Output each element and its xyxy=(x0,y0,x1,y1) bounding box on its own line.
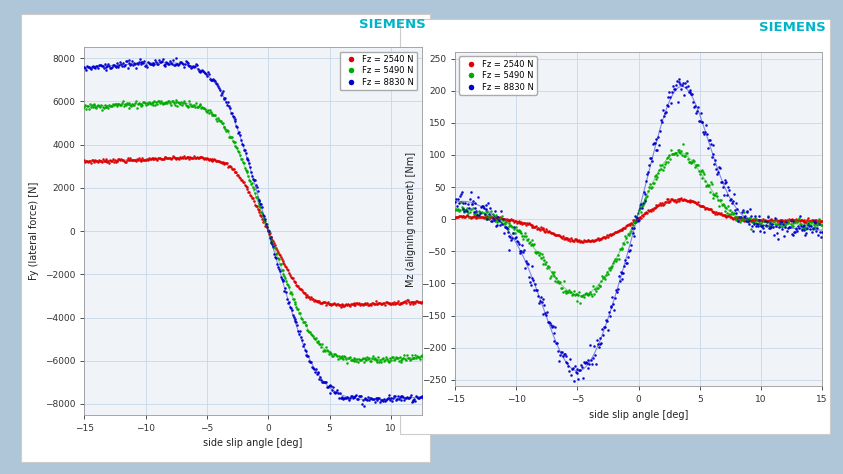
X-axis label: side slip angle [deg]: side slip angle [deg] xyxy=(203,438,303,448)
Text: SIEMENS: SIEMENS xyxy=(760,21,826,34)
Legend: Fz = 2540 N, Fz = 5490 N, Fz = 8830 N: Fz = 2540 N, Fz = 5490 N, Fz = 8830 N xyxy=(340,52,417,90)
Text: SIEMENS: SIEMENS xyxy=(359,18,426,31)
Y-axis label: Mz (aligning moment) [Nm]: Mz (aligning moment) [Nm] xyxy=(405,152,416,287)
Y-axis label: Fy (lateral force) [N]: Fy (lateral force) [N] xyxy=(30,182,40,280)
Legend: Fz = 2540 N, Fz = 5490 N, Fz = 8830 N: Fz = 2540 N, Fz = 5490 N, Fz = 8830 N xyxy=(459,56,537,95)
X-axis label: side slip angle [deg]: side slip angle [deg] xyxy=(589,410,688,420)
